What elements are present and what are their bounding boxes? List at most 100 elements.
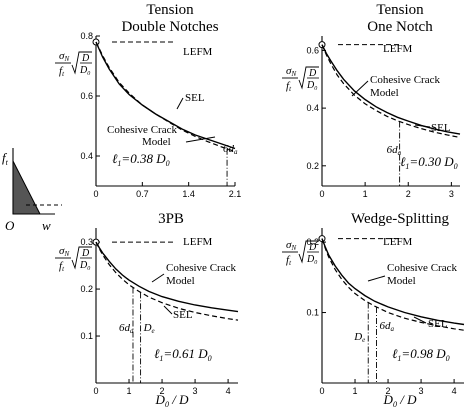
marker-label: 6da (223, 143, 238, 156)
softening-inset: ft O w (2, 148, 62, 233)
sel-curve (95, 241, 239, 321)
svg-text:D0: D0 (306, 80, 317, 92)
y-tick-label: 0.1 (80, 331, 93, 341)
lefm-label: LEFM (383, 236, 413, 248)
inset-origin-label: O (5, 218, 15, 233)
x-tick-label: 3 (449, 189, 454, 199)
svg-text:ft: ft (59, 65, 65, 78)
sel-label: SEL (185, 92, 205, 104)
marker-label: 6da (119, 322, 134, 335)
cohesive-label-1: Cohesive Crack (370, 74, 440, 86)
panel-title-line1: Tension (376, 2, 424, 18)
sel-arrow (163, 305, 173, 315)
cohesive-arrow (351, 80, 369, 97)
y-tick-label: 0.2 (80, 284, 93, 294)
svg-text:σN: σN (286, 65, 296, 78)
x-tick-label: 2 (386, 386, 391, 396)
x-tick-label: 0 (319, 386, 324, 396)
x-tick-label: 3 (419, 386, 424, 396)
svg-text:D: D (308, 242, 317, 253)
sel-label: SEL (173, 309, 193, 321)
cohesive-label-1: Cohesive Crack (166, 262, 236, 274)
cohesive-arrow (367, 275, 386, 282)
cohesive-crack-curve (95, 241, 239, 313)
y-axis-label: σN ft DD0 (55, 245, 92, 273)
sel-curve (95, 41, 236, 153)
length-annotation: ℓ1=0.30 D0 (400, 154, 458, 171)
panel-title-line2: Double Notches (121, 19, 218, 35)
svg-text:D: D (81, 53, 90, 64)
cohesive-arrow (185, 136, 216, 143)
cohesive-label-2: Model (166, 275, 195, 287)
sel-arrow (413, 316, 427, 324)
svg-text:D0: D0 (79, 65, 90, 77)
x-tick-label: 2.1 (229, 189, 242, 199)
cohesive-crack-curve (95, 41, 236, 150)
length-annotation: ℓ1=0.38 D0 (112, 151, 170, 168)
y-axis-label: σN ft DD0 (282, 239, 319, 267)
x-tick-label: 1 (127, 386, 132, 396)
cohesive-label-2: Model (370, 87, 399, 99)
lefm-label: LEFM (183, 46, 213, 58)
panel-tension-one-notch: Tension One Notch σN ft DD0 LEFM Cohesive … (282, 2, 461, 199)
x-tick-label: 2 (160, 386, 165, 396)
svg-text:σN: σN (59, 50, 69, 63)
cohesive-crack-curve (321, 238, 465, 326)
x-tick-label: 0.7 (136, 189, 149, 199)
y-tick-label: 0.4 (306, 103, 319, 113)
lefm-origin-marker (92, 238, 100, 246)
svg-text:ft: ft (59, 260, 65, 273)
svg-text:D0: D0 (306, 254, 317, 266)
svg-text:σN: σN (286, 239, 296, 252)
x-axis-label-right: D0 / D (383, 392, 418, 408)
x-tick-label: 0 (93, 189, 98, 199)
y-tick-label: 0.1 (306, 308, 319, 318)
svg-text:D: D (81, 248, 90, 259)
y-tick-label: 0.4 (80, 151, 93, 161)
lefm-origin-marker (318, 41, 326, 49)
x-tick-label: 0 (93, 386, 98, 396)
sel-arrow (176, 97, 184, 110)
svg-text:D0: D0 (79, 260, 90, 272)
marker-label: De (143, 322, 155, 335)
inset-hatched-area (12, 160, 41, 215)
cohesive-crack-curve (321, 44, 461, 135)
inset-ft-label: ft (2, 150, 9, 167)
panel-wedge-splitting: Wedge-Splitting σN ft DD0 LEFM Cohesive Cr… (282, 211, 465, 396)
length-annotation: ℓ1=0.98 D0 (392, 346, 450, 363)
x-tick-label: 2 (406, 189, 411, 199)
marker-label: De (353, 331, 365, 344)
x-tick-label: 1 (353, 386, 358, 396)
x-axis-label-left: D0 / D (155, 392, 190, 408)
panel-title-line1: Wedge-Splitting (351, 211, 449, 227)
marker-label: 6da (387, 144, 402, 157)
lefm-origin-marker (318, 235, 326, 243)
panel-title-line1: 3PB (158, 211, 184, 227)
svg-text:ft: ft (286, 254, 292, 267)
sel-curve (321, 44, 461, 139)
length-annotation: ℓ1=0.61 D0 (154, 346, 212, 363)
marker-label: 6da (379, 320, 394, 333)
y-tick-label: 0.8 (80, 31, 93, 41)
y-axis-label: σN ft DD0 (55, 50, 92, 78)
y-tick-label: 0.3 (80, 237, 93, 247)
cohesive-arrow (151, 273, 165, 283)
y-axis-label: σN ft DD0 (282, 65, 319, 93)
svg-text:ft: ft (286, 80, 292, 93)
y-tick-label: 0.6 (80, 91, 93, 101)
cohesive-label-2: Model (142, 136, 171, 148)
x-tick-label: 4 (452, 386, 457, 396)
x-tick-label: 3 (193, 386, 198, 396)
x-tick-label: 4 (226, 386, 231, 396)
x-tick-label: 1.4 (182, 189, 195, 199)
y-tick-label: 0.2 (306, 161, 319, 171)
sel-arrow (414, 124, 431, 128)
panel-3pb: 3PB σN ft DD0 LEFM Cohesive Crack Model SE… (55, 211, 239, 396)
panel-title-line1: Tension (146, 2, 194, 18)
lefm-label: LEFM (383, 43, 413, 55)
inset-w-label: w (42, 218, 51, 233)
svg-text:D: D (308, 68, 317, 79)
panel-title-line2: One Notch (367, 19, 433, 35)
